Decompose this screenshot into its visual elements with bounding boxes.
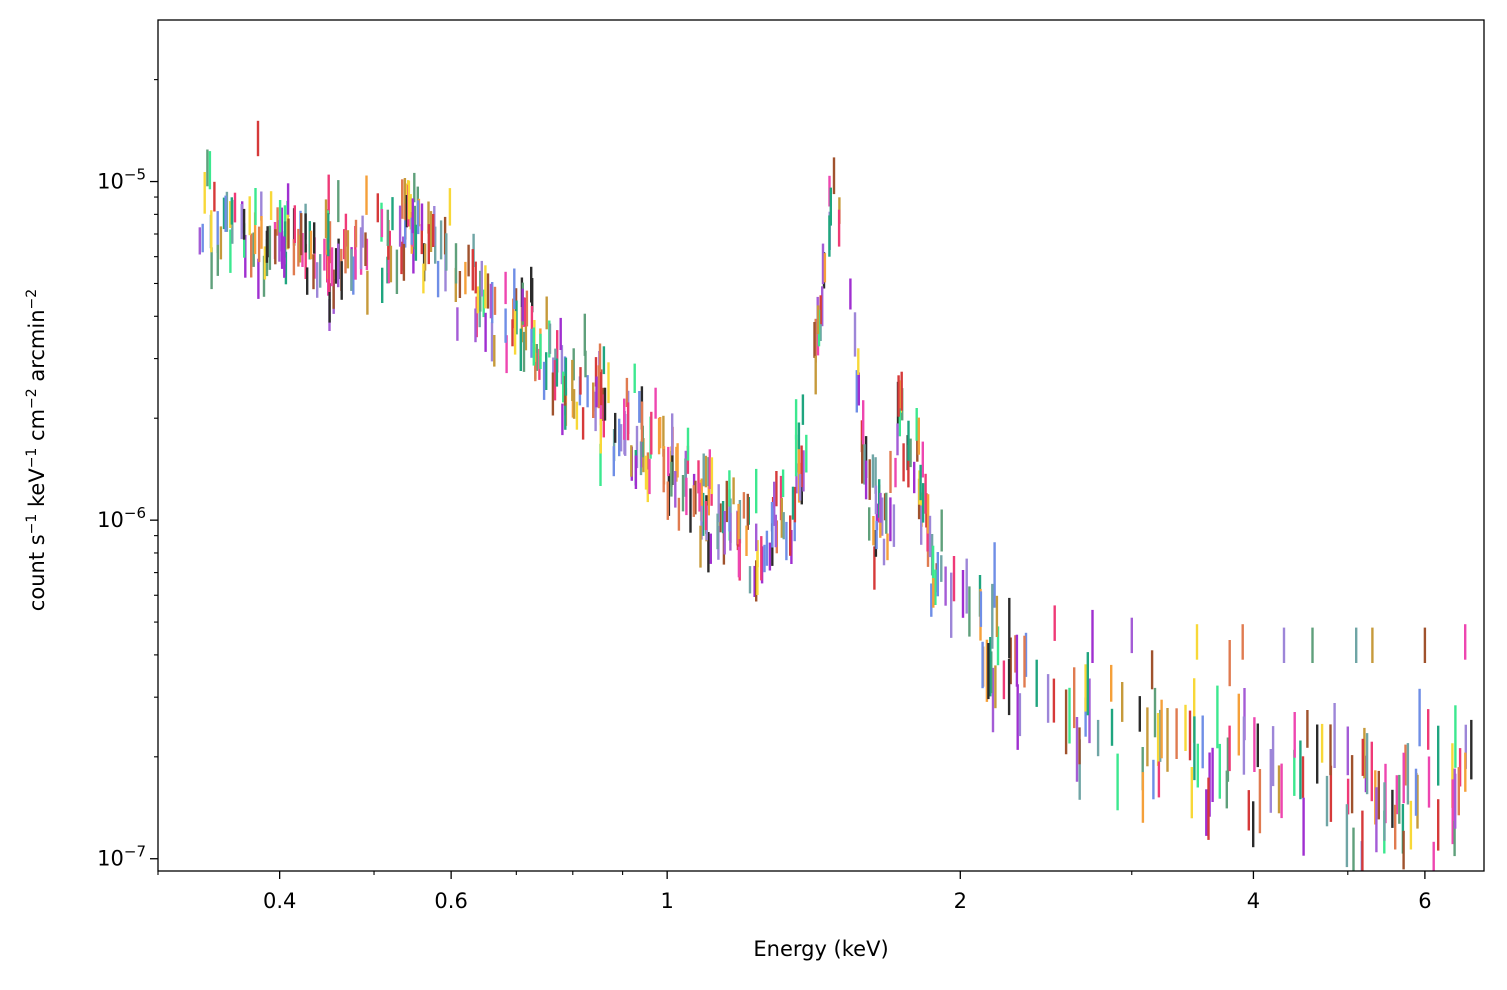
x-tick-label: 0.4 bbox=[263, 889, 296, 913]
x-tick-label: 1 bbox=[660, 889, 673, 913]
y-tick-label: 10−6 bbox=[97, 504, 146, 532]
x-tick-label: 4 bbox=[1247, 889, 1260, 913]
x-tick-label: 0.6 bbox=[434, 889, 467, 913]
x-tick-label: 6 bbox=[1418, 889, 1431, 913]
plot-frame bbox=[157, 19, 1485, 872]
x-tick-label: 2 bbox=[954, 889, 967, 913]
y-tick-label: 10−7 bbox=[97, 843, 146, 871]
error-bars-layer bbox=[198, 120, 1473, 871]
y-tick-label: 10−5 bbox=[97, 166, 146, 194]
x-axis-label: Energy (keV) bbox=[753, 937, 888, 961]
y-axis-label: count s−1 keV−1 cm−2 arcmin−2 bbox=[24, 289, 49, 611]
y-axis-ticks: 10−5 10−6 10−7 bbox=[97, 79, 158, 871]
x-axis-ticks: 0.4 0.6 1 2 4 6 bbox=[157, 871, 1432, 913]
